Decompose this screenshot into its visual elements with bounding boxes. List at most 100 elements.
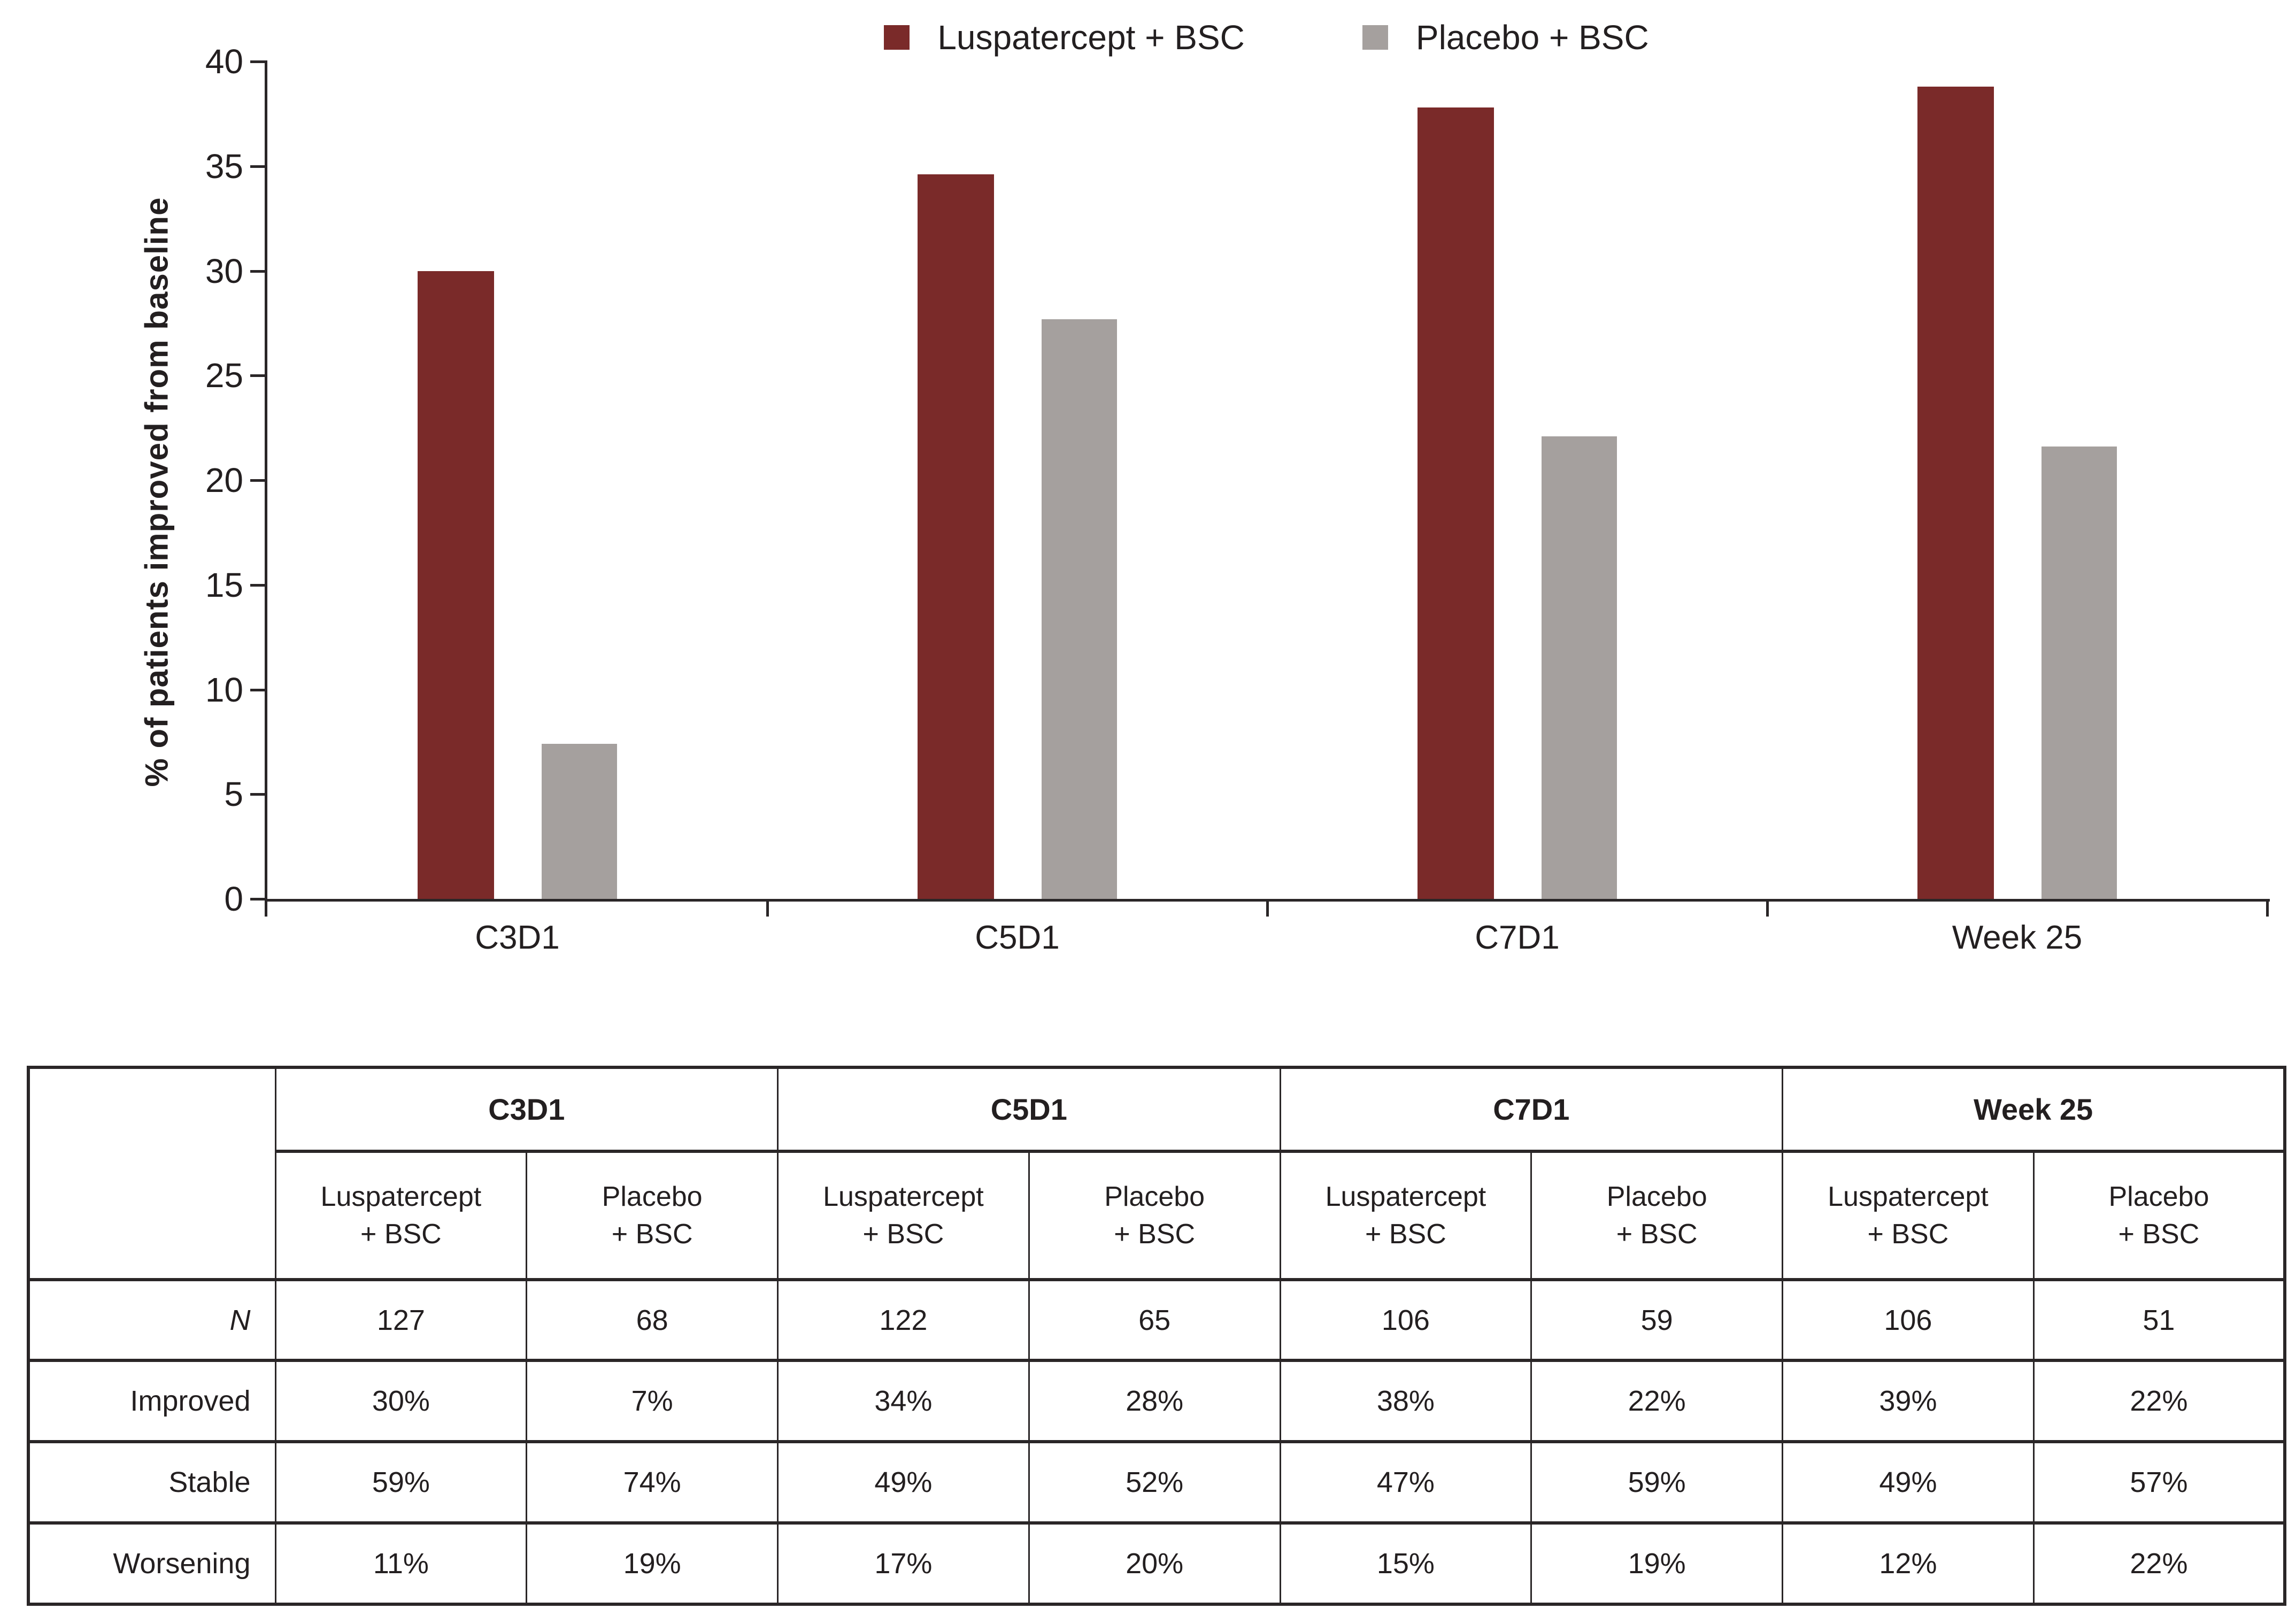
table-cell-improved-3: 28%: [1028, 1360, 1281, 1442]
table-arm-header-luspatercept-c5d1: Luspatercept + BSC: [777, 1151, 1030, 1280]
arm-header-line1: Luspatercept: [1325, 1181, 1486, 1212]
x-axis-tick-3: [1766, 902, 1769, 917]
y-tick-label-40: 40: [205, 42, 243, 81]
y-tick-40: [250, 60, 265, 63]
y-tick-10: [250, 688, 265, 691]
y-tick-label-15: 15: [205, 565, 243, 604]
table-cell-stable-6: 49%: [1782, 1442, 2035, 1523]
x-axis-tick-2: [1266, 902, 1269, 917]
y-tick-label-25: 25: [205, 356, 243, 395]
arm-header-line1: Placebo: [1104, 1181, 1205, 1212]
legend-item-luspatercept: Luspatercept + BSC: [884, 15, 1245, 60]
y-tick-35: [250, 165, 265, 168]
arm-header-line1: Luspatercept: [823, 1181, 984, 1212]
y-tick-0: [250, 898, 265, 900]
table-cell-n-7: 51: [2032, 1280, 2286, 1360]
y-tick-label-20: 20: [205, 461, 243, 499]
table-arm-header-placebo-c7d1: Placebo + BSC: [1530, 1151, 1784, 1280]
table-row-improved: Improved 30% 7% 34% 28% 38% 22% 39% 22%: [27, 1360, 2286, 1442]
y-tick-label-10: 10: [205, 670, 243, 709]
table-cell-improved-6: 39%: [1782, 1360, 2035, 1442]
bar-placebo-c7d1: [1542, 436, 1617, 899]
bar-luspatercept-c5d1: [918, 174, 994, 899]
table-cell-improved-5: 22%: [1530, 1360, 1784, 1442]
results-table-wrapper: C3D1 C5D1 C7D1 Week 25 Luspatercept + BSC Plac…: [27, 1066, 2287, 1606]
bar-luspatercept-c3d1: [418, 271, 494, 899]
table-row-stable: Stable 59% 74% 49% 52% 47% 59% 49% 57%: [27, 1442, 2286, 1523]
table-cell-improved-7: 22%: [2032, 1360, 2286, 1442]
table-group-header-week-25: Week 25: [1782, 1067, 2286, 1151]
table-corner-cell: [27, 1067, 276, 1280]
table-row-label-improved: Improved: [27, 1360, 276, 1442]
chart-legend: Luspatercept + BSC Placebo + BSC: [266, 15, 2267, 60]
table-cell-worsening-2: 17%: [777, 1523, 1030, 1604]
table-cell-worsening-0: 11%: [274, 1523, 528, 1604]
legend-swatch-placebo-icon: [1362, 25, 1388, 50]
table-cell-stable-4: 47%: [1279, 1442, 1532, 1523]
arm-header-line1: Luspatercept: [1828, 1181, 1989, 1212]
table-arm-header-luspatercept-week-25: Luspatercept + BSC: [1782, 1151, 2035, 1280]
table-group-header-c5d1: C5D1: [777, 1067, 1281, 1151]
table-group-header-c7d1: C7D1: [1279, 1067, 1784, 1151]
x-axis-tick-1: [766, 902, 769, 917]
y-tick-label-5: 5: [224, 775, 243, 814]
y-tick-label-35: 35: [205, 147, 243, 186]
table-cell-improved-2: 34%: [777, 1360, 1030, 1442]
table-row-label-stable: Stable: [27, 1442, 276, 1523]
table-cell-stable-0: 59%: [274, 1442, 528, 1523]
table-cell-n-0: 127: [274, 1280, 528, 1360]
bar-luspatercept-week-25: [1917, 86, 1994, 899]
arm-header-line2: + BSC: [1616, 1219, 1698, 1250]
table-cell-stable-1: 74%: [526, 1442, 779, 1523]
table-arm-header-placebo-c5d1: Placebo + BSC: [1028, 1151, 1281, 1280]
table-arm-header-luspatercept-c3d1: Luspatercept + BSC: [274, 1151, 528, 1280]
bar-placebo-c5d1: [1042, 319, 1117, 899]
table-cell-worsening-7: 22%: [2032, 1523, 2286, 1604]
arm-header-line1: Luspatercept: [320, 1181, 482, 1212]
bar-luspatercept-c7d1: [1418, 107, 1494, 899]
table-cell-n-1: 68: [526, 1280, 779, 1360]
table-cell-improved-0: 30%: [274, 1360, 528, 1442]
table-cell-n-2: 122: [777, 1280, 1030, 1360]
arm-header-line1: Placebo: [2108, 1181, 2209, 1212]
x-category-label-c3d1: C3D1: [475, 919, 560, 956]
arm-header-line2: + BSC: [1365, 1219, 1446, 1250]
arm-header-line2: + BSC: [360, 1219, 442, 1250]
table-group-header-c3d1: C3D1: [274, 1067, 779, 1151]
table-header-row-timepoints: C3D1 C5D1 C7D1 Week 25: [27, 1067, 2286, 1280]
x-axis-tick-4: [2266, 902, 2269, 917]
x-category-label-c7d1: C7D1: [1475, 919, 1560, 956]
legend-swatch-luspatercept-icon: [884, 25, 910, 50]
table-arm-header-luspatercept-c7d1: Luspatercept + BSC: [1279, 1151, 1532, 1280]
arm-header-line2: + BSC: [1114, 1219, 1196, 1250]
legend-item-placebo: Placebo + BSC: [1362, 15, 1649, 60]
arm-header-line2: + BSC: [862, 1219, 944, 1250]
y-tick-label-0: 0: [224, 880, 243, 918]
table-arm-header-placebo-c3d1: Placebo + BSC: [526, 1151, 779, 1280]
table-cell-stable-7: 57%: [2032, 1442, 2286, 1523]
table-cell-n-6: 106: [1782, 1280, 2035, 1360]
arm-header-line1: Placebo: [602, 1181, 703, 1212]
bar-placebo-c3d1: [542, 744, 617, 899]
y-axis-line: [265, 60, 267, 917]
table-cell-n-4: 106: [1279, 1280, 1532, 1360]
bar-placebo-week-25: [2042, 447, 2117, 899]
table-row-worsening: Worsening 11% 19% 17% 20% 15% 19% 12% 22%: [27, 1523, 2286, 1604]
x-axis-line: [265, 899, 2270, 902]
y-tick-20: [250, 479, 265, 482]
table-arm-header-placebo-week-25: Placebo + BSC: [2032, 1151, 2286, 1280]
y-tick-label-30: 30: [205, 251, 243, 290]
table-cell-worsening-3: 20%: [1028, 1523, 1281, 1604]
x-category-label-c5d1: C5D1: [975, 919, 1060, 956]
y-tick-30: [250, 270, 265, 273]
table-cell-worsening-5: 19%: [1530, 1523, 1784, 1604]
legend-label-luspatercept: Luspatercept + BSC: [937, 18, 1245, 57]
table-cell-n-3: 65: [1028, 1280, 1281, 1360]
arm-header-line1: Placebo: [1606, 1181, 1707, 1212]
table-cell-stable-5: 59%: [1530, 1442, 1784, 1523]
arm-header-line2: + BSC: [2118, 1219, 2200, 1250]
table-cell-improved-1: 7%: [526, 1360, 779, 1442]
table-cell-worsening-4: 15%: [1279, 1523, 1532, 1604]
table-row-label-n: N: [27, 1280, 276, 1360]
